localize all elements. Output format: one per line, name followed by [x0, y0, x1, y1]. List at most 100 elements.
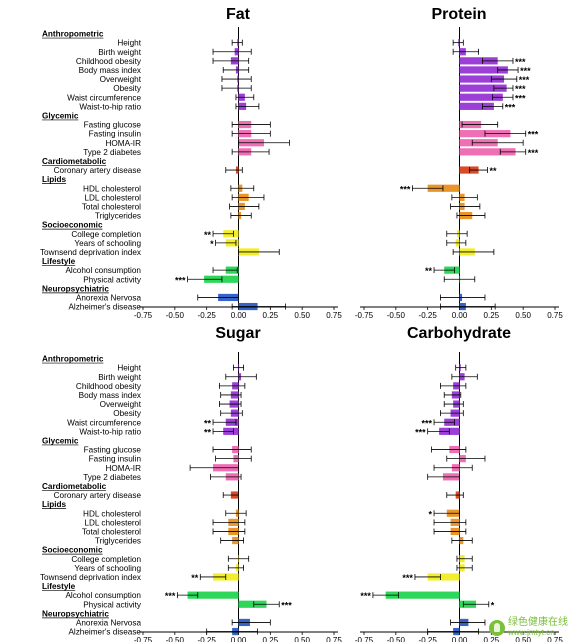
trait-label: Fasting glucose: [84, 121, 142, 130]
significance-label: ***: [528, 130, 539, 140]
x-tick-label: 0.25: [263, 636, 279, 642]
significance-label: ***: [400, 184, 411, 194]
trait-label: Years of schooling: [74, 564, 141, 573]
trait-label: Waist circumference: [67, 93, 141, 102]
trait-label: Total cholesterol: [82, 527, 141, 536]
significance-label: ***: [520, 66, 531, 76]
significance-label: ***: [519, 75, 530, 85]
trait-label: College completion: [71, 230, 141, 239]
x-tick-label: -0.25: [419, 636, 438, 642]
category-header: Lifestyle: [42, 582, 76, 591]
significance-label: *: [491, 600, 495, 610]
bar-protein: [459, 102, 494, 110]
trait-label: Overweight: [100, 400, 142, 409]
x-tick-label: 0.50: [515, 311, 531, 320]
significance-label: **: [204, 418, 212, 428]
significance-label: **: [490, 166, 498, 176]
x-tick-label: 0.25: [263, 311, 279, 320]
x-tick-label: 0.50: [515, 636, 531, 642]
significance-label: ***: [528, 148, 539, 158]
bar-carbohydrate: [385, 591, 460, 599]
trait-label: Childhood obesity: [76, 57, 142, 66]
trait-label: Birth weight: [98, 48, 142, 57]
trait-label: Alzheimer's disease: [68, 628, 141, 637]
significance-label: ***: [415, 427, 426, 437]
trait-label: Physical activity: [83, 275, 142, 284]
trait-label: Waist-to-hip ratio: [79, 102, 141, 111]
x-tick-label: 0.25: [484, 311, 500, 320]
x-tick-label: 0.75: [547, 311, 563, 320]
x-tick-label: 0.00: [231, 311, 247, 320]
category-header: Anthropometric: [42, 355, 104, 364]
trait-label: Obesity: [113, 84, 142, 93]
significance-label: ***: [165, 591, 176, 601]
trait-label: HDL cholesterol: [83, 509, 141, 518]
trait-label: Fasting insulin: [89, 455, 142, 464]
category-header: Neuropsychiatric: [42, 609, 109, 618]
bar-protein: [427, 184, 460, 192]
category-header: Socioeconomic: [42, 546, 103, 555]
x-tick-label: 0.25: [484, 636, 500, 642]
trait-label: Triglycerides: [95, 537, 141, 546]
trait-label: Coronary artery disease: [54, 166, 142, 175]
x-tick-label: 0.00: [231, 636, 247, 642]
x-tick-label: 0.50: [294, 311, 310, 320]
x-tick-label: 0.00: [452, 636, 468, 642]
significance-label: ***: [422, 418, 433, 428]
trait-label: Overweight: [100, 75, 142, 84]
trait-label: College completion: [71, 555, 141, 564]
panel-title-carbohydrate: Carbohydrate: [407, 325, 511, 342]
panel-title-protein: Protein: [431, 6, 486, 23]
bar-protein: [459, 148, 516, 156]
trait-label: LDL cholesterol: [84, 193, 141, 202]
x-tick-label: -0.25: [419, 311, 438, 320]
category-header: Lipids: [42, 175, 67, 184]
significance-label: ***: [505, 102, 516, 112]
trait-label: Fasting insulin: [89, 130, 142, 139]
bar-protein: [459, 93, 503, 101]
x-tick-label: 0.00: [452, 311, 468, 320]
trait-label: Type 2 diabetes: [83, 473, 141, 482]
trait-label: Type 2 diabetes: [83, 148, 141, 157]
x-tick-label: -0.50: [387, 636, 406, 642]
significance-label: **: [204, 230, 212, 240]
x-tick-label: -0.25: [198, 636, 217, 642]
significance-label: ***: [281, 600, 292, 610]
x-tick-label: -0.75: [134, 636, 153, 642]
category-header: Socioeconomic: [42, 221, 103, 230]
significance-label: ***: [360, 591, 371, 601]
bar-protein: [459, 57, 498, 65]
x-tick-label: 0.75: [326, 311, 342, 320]
trait-label: Height: [117, 364, 141, 373]
trait-label: Obesity: [113, 409, 142, 418]
x-tick-label: 0.50: [294, 636, 310, 642]
trait-label: LDL cholesterol: [84, 518, 141, 527]
trait-label: Anorexia Nervosa: [76, 293, 142, 302]
significance-label: ***: [515, 84, 526, 94]
significance-label: ***: [175, 275, 186, 285]
panel-title-sugar: Sugar: [215, 325, 260, 342]
trait-label: Waist-to-hip ratio: [79, 427, 141, 436]
x-tick-label: 0.75: [547, 636, 563, 642]
trait-label: HOMA-IR: [106, 139, 142, 148]
category-header: Anthropometric: [42, 30, 104, 39]
trait-label: Anorexia Nervosa: [76, 618, 142, 627]
watermark-url: www.jmtyt.cn: [508, 628, 555, 637]
trait-label: Physical activity: [83, 600, 142, 609]
trait-label: HOMA-IR: [106, 464, 142, 473]
trait-label: Fasting glucose: [84, 446, 142, 455]
leaf-logo-icon: [489, 620, 505, 636]
bar-protein: [459, 75, 505, 83]
category-header: Glycemic: [42, 436, 79, 445]
panel-title-fat: Fat: [226, 6, 251, 23]
watermark: 绿色健康在线 www.jmtyt.cn: [489, 618, 568, 638]
x-tick-label: -0.75: [134, 311, 153, 320]
significance-label: ***: [515, 93, 526, 103]
trait-label: Alcohol consumption: [65, 266, 141, 275]
trait-label: Body mass index: [79, 391, 141, 400]
category-header: Lifestyle: [42, 257, 76, 266]
watermark-name: 绿色健康在线: [508, 617, 568, 628]
x-tick-label: -0.75: [355, 636, 374, 642]
bar-protein: [459, 84, 507, 92]
